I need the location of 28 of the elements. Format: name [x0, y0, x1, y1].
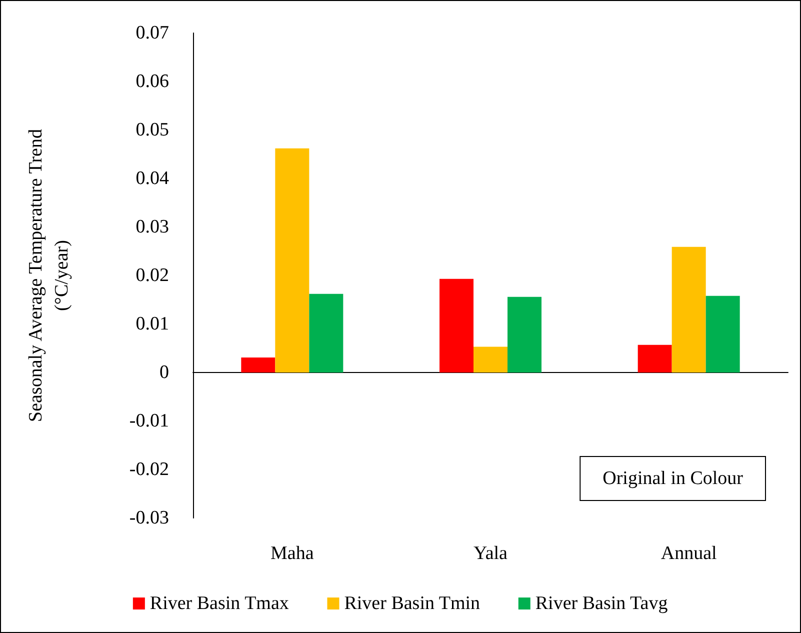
bar: [508, 296, 542, 372]
y-tick-label: 0: [160, 362, 169, 383]
y-tick-label: -0.01: [129, 410, 169, 432]
bar: [638, 344, 672, 372]
bar: [241, 357, 276, 372]
x-tick-label: Maha: [270, 543, 314, 564]
y-tick-label: 0.03: [136, 216, 169, 238]
y-tick-label: 0.04: [136, 168, 170, 189]
y-tick-label: -0.03: [129, 508, 169, 528]
bar: [309, 294, 344, 372]
x-tick-label: Annual: [660, 543, 717, 564]
y-tick-label: -0.02: [129, 459, 169, 480]
annotation: Original in Colour: [602, 468, 744, 489]
legend-label: River Basin Tmax: [150, 593, 290, 614]
legend-label: River Basin Tmin: [344, 593, 481, 614]
y-axis-title: Seasonaly Average Temperature Trend (°C/year): [26, 128, 72, 422]
bar: [440, 278, 474, 372]
bar: [275, 148, 310, 372]
y-tick-label: 0.02: [136, 265, 169, 286]
x-tick-label: Yala: [474, 543, 508, 564]
y-tick-label: 0.06: [136, 71, 169, 92]
legend-label: River Basin Tavg: [535, 593, 668, 614]
bar: [706, 296, 740, 372]
bar: [672, 246, 706, 372]
bar: [474, 346, 508, 372]
y-tick-label: 0.05: [136, 120, 169, 140]
y-tick-label: 0.01: [136, 314, 169, 334]
y-tick-label: 0.07: [136, 22, 169, 44]
